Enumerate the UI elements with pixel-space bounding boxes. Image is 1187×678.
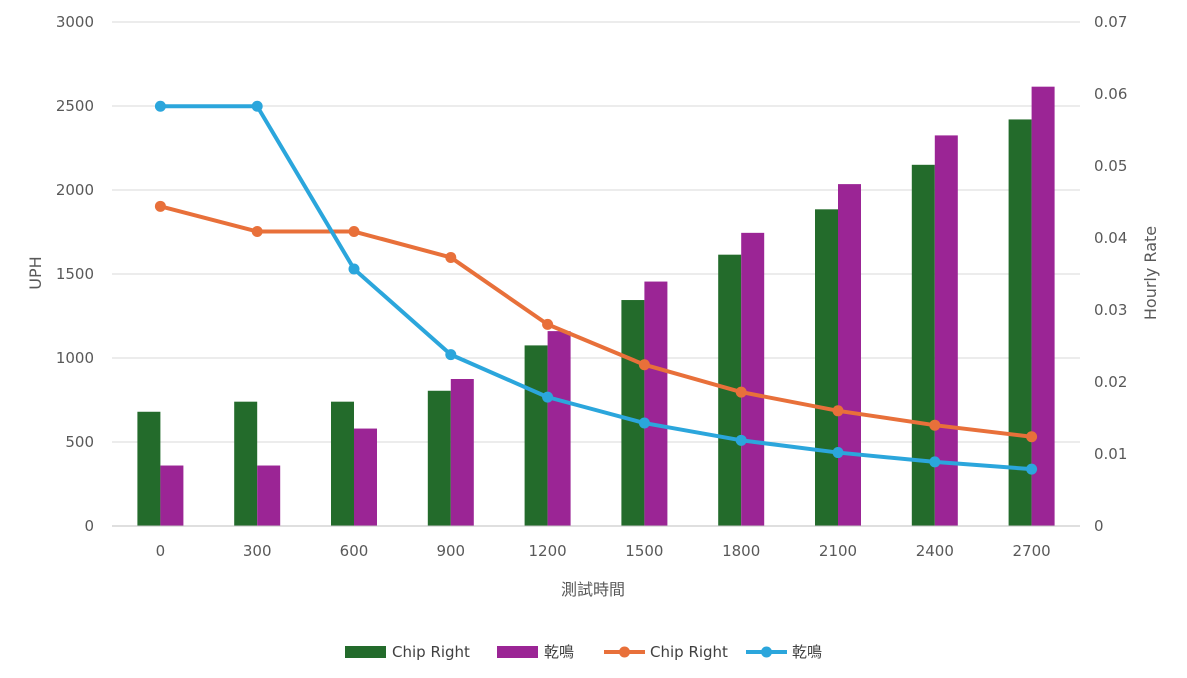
line-point-0-7	[832, 405, 844, 417]
y2-tick-label: 0.05	[1094, 157, 1127, 175]
legend-swatch-1	[497, 646, 538, 658]
y-tick-label: 1000	[56, 349, 94, 367]
line-point-0-8	[929, 419, 941, 431]
y-axis-title: UPH	[26, 256, 45, 289]
bar-1-1	[257, 465, 281, 526]
bar-1-3	[450, 379, 474, 526]
bar-1-4	[547, 331, 571, 526]
line-point-1-0	[154, 100, 166, 112]
x-tick-label: 600	[340, 542, 369, 560]
bar-0-2	[331, 401, 354, 526]
y-tick-label: 1500	[56, 265, 94, 283]
legend: Chip Right 乾鳴 Chip Right 乾鳴	[345, 643, 822, 661]
bar-1-7	[838, 184, 861, 526]
x-tick-label: 0	[156, 542, 166, 560]
y-tick-label: 2000	[56, 181, 94, 199]
bar-0-5	[621, 300, 645, 526]
legend-marker-2	[619, 646, 630, 658]
bar-0-9	[1008, 119, 1032, 526]
x-tick-label: 300	[243, 542, 272, 560]
y2-tick-label: 0.02	[1094, 373, 1127, 391]
line-point-1-4	[542, 391, 554, 403]
y-tick-label: 3000	[56, 13, 94, 31]
line-point-0-6	[735, 386, 747, 398]
line-point-0-2	[348, 226, 360, 238]
lines-layer	[154, 100, 1038, 475]
line-point-1-1	[251, 100, 263, 112]
y2-tick-label: 0.04	[1094, 229, 1127, 247]
legend-label-1: 乾鳴	[544, 643, 574, 661]
bar-0-3	[427, 390, 451, 526]
bar-1-6	[741, 232, 765, 526]
line-point-0-4	[542, 318, 554, 330]
bar-0-0	[137, 411, 161, 526]
y-tick-label: 0	[84, 517, 94, 535]
bar-0-1	[234, 401, 258, 526]
line-point-1-2	[348, 263, 360, 275]
x-tick-label: 2700	[1013, 542, 1051, 560]
y2-tick-label: 0	[1094, 517, 1104, 535]
legend-marker-3	[761, 646, 772, 658]
bar-1-5	[644, 281, 668, 526]
bar-0-7	[815, 209, 838, 526]
y2-tick-label: 0.03	[1094, 301, 1127, 319]
line-point-0-3	[445, 251, 457, 263]
y2-tick-label: 0.06	[1094, 85, 1127, 103]
y2-tick-label: 0.01	[1094, 445, 1127, 463]
line-point-1-5	[638, 417, 650, 429]
x-tick-label: 1500	[625, 542, 663, 560]
line-series-1	[160, 104, 1032, 472]
y2-axis-title: Hourly Rate	[1141, 226, 1160, 320]
legend-swatch-0	[345, 646, 386, 658]
bar-1-0	[160, 465, 184, 526]
line-point-0-5	[638, 359, 650, 371]
x-tick-label: 2100	[819, 542, 857, 560]
line-point-1-7	[832, 447, 844, 459]
bar-0-8	[911, 164, 935, 527]
line-point-0-9	[1026, 431, 1038, 443]
line-series-0	[159, 204, 1032, 439]
line-point-0-0	[154, 200, 166, 212]
legend-label-0: Chip Right	[392, 643, 470, 661]
legend-label-2: Chip Right	[650, 643, 728, 661]
x-tick-label: 1800	[722, 542, 760, 560]
line-point-1-9	[1026, 463, 1038, 475]
line-point-1-6	[735, 434, 747, 446]
line-point-1-8	[929, 456, 941, 468]
y2-tick-label: 0.07	[1094, 13, 1127, 31]
legend-label-3: 乾鳴	[792, 643, 822, 661]
x-axis-title: 測試時間	[561, 580, 625, 599]
line-point-1-3	[445, 349, 457, 361]
x-tick-label: 1200	[529, 542, 567, 560]
bar-1-8	[934, 135, 958, 526]
axis-layer: 05001000150020002500300000.010.020.030.0…	[56, 13, 1128, 560]
bar-1-9	[1031, 86, 1055, 527]
bar-1-2	[354, 428, 377, 526]
x-tick-label: 2400	[916, 542, 954, 560]
y-tick-label: 500	[65, 433, 94, 451]
line-point-0-1	[251, 226, 263, 238]
bars-layer	[137, 86, 1055, 527]
y-tick-label: 2500	[56, 97, 94, 115]
bar-0-4	[524, 345, 548, 526]
x-tick-label: 900	[436, 542, 465, 560]
